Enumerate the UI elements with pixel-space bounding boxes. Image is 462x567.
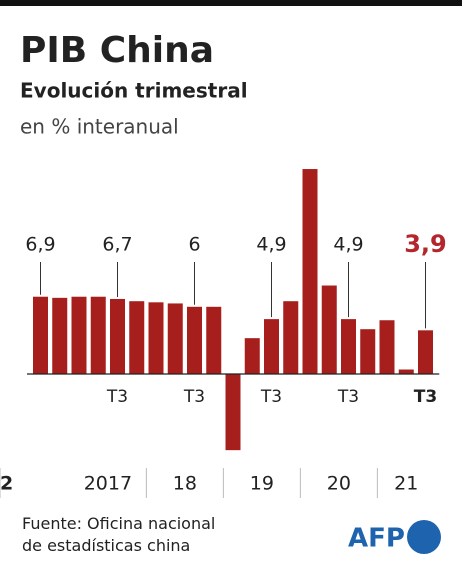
bar: [33, 296, 48, 374]
bar: [90, 296, 106, 374]
bar: [225, 374, 241, 451]
unit-label: en % interanual: [20, 115, 179, 139]
bar: [187, 306, 202, 374]
x-tick-label: T3: [260, 387, 282, 407]
value-label: 6,7: [102, 234, 132, 256]
year-label: 21: [394, 473, 418, 495]
bar: [418, 330, 433, 374]
bar: [283, 301, 299, 374]
year-label: 20: [327, 473, 351, 495]
value-label: 3,9: [404, 230, 447, 258]
x-tick-label: T3: [337, 387, 359, 407]
top-rule: [0, 0, 462, 6]
value-label: 4,9: [256, 234, 286, 256]
bar: [264, 319, 279, 374]
chart-title: PIB China: [20, 30, 214, 71]
year-label: 18: [173, 473, 197, 495]
x-tick-label: T3: [106, 387, 128, 407]
value-label: 6: [188, 234, 200, 256]
x-tick-label: T3: [414, 387, 437, 407]
bar: [302, 169, 318, 374]
bar: [52, 297, 68, 374]
logo-circle: [407, 520, 441, 554]
value-label: 6,9: [25, 234, 55, 256]
value-label: 4,9: [333, 234, 363, 256]
bar: [341, 319, 356, 374]
bar: [167, 303, 183, 374]
subtitle: Evolución trimestral: [20, 79, 248, 103]
logo: AFP: [348, 524, 405, 554]
bar: [379, 320, 395, 374]
bar: [129, 301, 145, 374]
bar: [71, 296, 87, 374]
year-label: 19: [250, 473, 274, 495]
x-tick-label: T3: [183, 387, 205, 407]
year-label: 22: [0, 473, 13, 495]
bar: [321, 285, 337, 374]
year-label: 2017: [84, 473, 132, 495]
source: Fuente: Oficina nacional de estadísticas …: [22, 514, 215, 555]
bar: [110, 298, 125, 374]
bar: [398, 369, 414, 374]
bar: [206, 306, 222, 374]
bar: [360, 329, 376, 374]
bar: [244, 338, 260, 374]
bar: [148, 302, 164, 374]
